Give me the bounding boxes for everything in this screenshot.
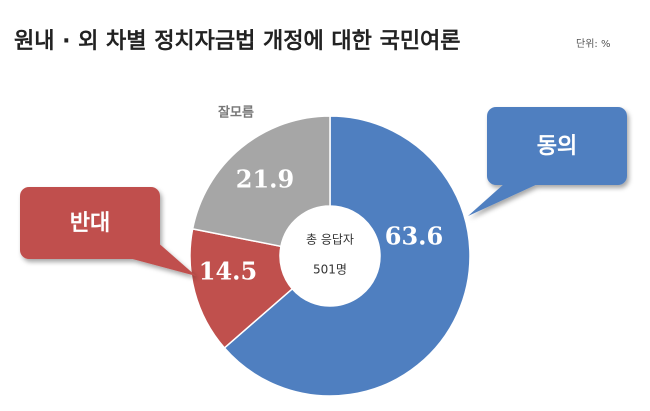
unit-label: 단위: % [576, 37, 610, 50]
donut [189, 115, 471, 397]
chart-title: 원내 · 외 차별 정치자금법 개정에 대한 국민여론 [14, 29, 461, 54]
callout-box [487, 107, 627, 185]
value-label: 14.5 [199, 257, 257, 286]
center-text: 501명 [313, 263, 347, 277]
legend-label: 반대 [70, 211, 110, 236]
value-label: 21.9 [236, 165, 294, 194]
callout [468, 107, 627, 216]
center-title: 총 응답자 [306, 233, 354, 247]
value-label: 63.6 [385, 222, 443, 251]
callout-box [20, 187, 160, 259]
donut-hole [280, 206, 380, 306]
callout-tail [468, 183, 540, 216]
callout [20, 187, 196, 276]
legend-label: 잘모름 [218, 106, 254, 121]
legend-label: 동의 [537, 134, 577, 159]
